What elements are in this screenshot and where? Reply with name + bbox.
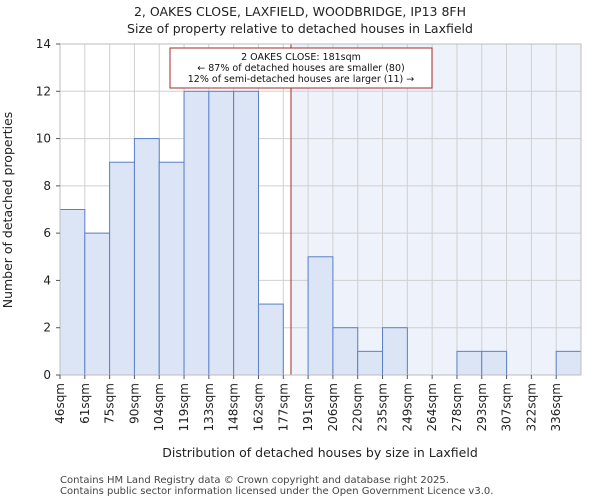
- y-tick-label: 4: [43, 273, 51, 287]
- y-tick-label: 14: [36, 37, 51, 51]
- annotation-line2: ← 87% of detached houses are smaller (80…: [197, 63, 404, 74]
- x-tick-label: 104sqm: [152, 383, 166, 431]
- x-tick-label: 249sqm: [400, 383, 414, 431]
- bar-235sqm: [382, 327, 408, 376]
- annotation-box: [169, 47, 433, 89]
- x-tick-label: 235sqm: [376, 383, 390, 431]
- x-tick-label: 177sqm: [276, 383, 290, 431]
- y-tick-label: 0: [43, 368, 51, 382]
- bar-162sqm: [257, 303, 284, 376]
- x-tick-label: 278sqm: [450, 383, 464, 431]
- bar-148sqm: [233, 90, 259, 376]
- x-tick-label: 220sqm: [351, 383, 365, 431]
- x-tick-label: 61sqm: [78, 383, 92, 424]
- x-tick-label: 162sqm: [251, 383, 265, 431]
- y-tick-label: 12: [36, 84, 51, 98]
- x-tick-label: 336sqm: [549, 383, 563, 431]
- y-axis-ticks: 0 2 4 6 8 10 12 14: [36, 37, 60, 382]
- x-axis-label: Distribution of detached houses by size …: [162, 445, 478, 460]
- chart-title-line2: Size of property relative to detached ho…: [127, 21, 473, 36]
- bar-133sqm: [208, 90, 235, 376]
- bar-336sqm: [555, 350, 582, 376]
- x-tick-label: 206sqm: [326, 383, 340, 431]
- bar-220sqm: [357, 350, 384, 376]
- x-tick-label: 119sqm: [177, 383, 191, 431]
- y-tick-label: 6: [43, 226, 51, 240]
- x-tick-label: 307sqm: [500, 383, 514, 431]
- x-tick-label: 133sqm: [202, 383, 216, 431]
- chart-title-line1: 2, OAKES CLOSE, LAXFIELD, WOODBRIDGE, IP…: [134, 4, 466, 19]
- y-tick-label: 2: [43, 321, 51, 335]
- bar-119sqm: [183, 90, 210, 376]
- bar-293sqm: [481, 350, 508, 376]
- bar-191sqm: [307, 256, 334, 376]
- bar-75sqm: [109, 161, 135, 376]
- x-tick-label: 148sqm: [227, 383, 241, 431]
- x-tick-label: 90sqm: [127, 383, 141, 424]
- x-tick-label: 191sqm: [301, 383, 315, 431]
- x-tick-label: 264sqm: [425, 383, 439, 431]
- footer-line1: Contains HM Land Registry data © Crown c…: [60, 475, 449, 486]
- bar-206sqm: [332, 327, 359, 376]
- y-axis-label: Number of detached properties: [0, 112, 15, 309]
- bar-90sqm: [133, 138, 160, 376]
- bar-46sqm: [59, 209, 86, 376]
- footer-line2: Contains public sector information licen…: [60, 486, 493, 497]
- x-tick-label: 75sqm: [103, 383, 117, 424]
- bar-278sqm: [456, 350, 483, 376]
- bar-61sqm: [84, 232, 111, 376]
- x-tick-label: 46sqm: [53, 383, 67, 424]
- y-tick-label: 10: [36, 132, 51, 146]
- annotation-line3: 12% of semi-detached houses are larger (…: [188, 74, 415, 85]
- plot-frame: [59, 43, 582, 376]
- highlight-region: [290, 44, 581, 375]
- y-tick-label: 8: [43, 179, 51, 193]
- annotation-line1: 2 OAKES CLOSE: 181sqm: [241, 52, 361, 63]
- x-axis-ticks: 46sqm 61sqm 75sqm 90sqm 104sqm 119sqm 133sqm 14…: [53, 375, 563, 431]
- x-tick-label: 322sqm: [524, 383, 538, 431]
- x-tick-label: 293sqm: [475, 383, 489, 431]
- bar-104sqm: [158, 161, 185, 376]
